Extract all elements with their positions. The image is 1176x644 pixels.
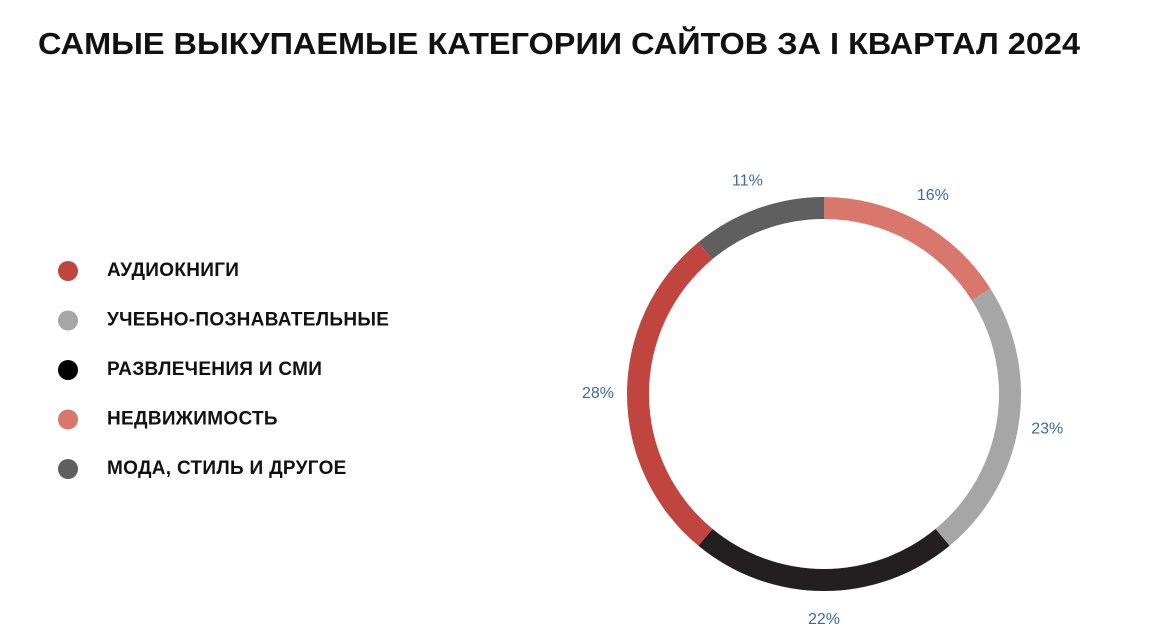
legend-marker (58, 310, 78, 331)
chart-title: САМЫЕ ВЫКУПАЕМЫЕ КАТЕГОРИИ САЙТОВ ЗА I К… (38, 25, 1081, 61)
data-label: 28% (582, 385, 614, 402)
legend-label: АУДИОКНИГИ (107, 260, 239, 281)
legend-label: НЕДВИЖИМОСТЬ (107, 409, 278, 430)
donut-slice (935, 288, 1021, 546)
data-label: 23% (1031, 421, 1063, 438)
data-label: 11% (732, 173, 763, 190)
legend-marker (58, 459, 78, 479)
legend-marker (58, 261, 78, 281)
donut-slice (698, 197, 824, 260)
donut-slice (824, 197, 991, 301)
legend-marker (58, 409, 78, 430)
donut-slice (627, 242, 713, 546)
data-label: 16% (917, 187, 949, 204)
legend-label: РАЗВЛЕЧЕНИЯ И СМИ (107, 359, 322, 380)
legend-label: МОДА, СТИЛЬ И ДРУГОЕ (107, 458, 347, 479)
legend-label: УЧЕБНО-ПОЗНАВАТЕЛЬНЫЕ (107, 310, 389, 331)
data-label: 22% (808, 611, 840, 628)
donut-slice (698, 528, 950, 592)
legend-marker (58, 360, 78, 380)
